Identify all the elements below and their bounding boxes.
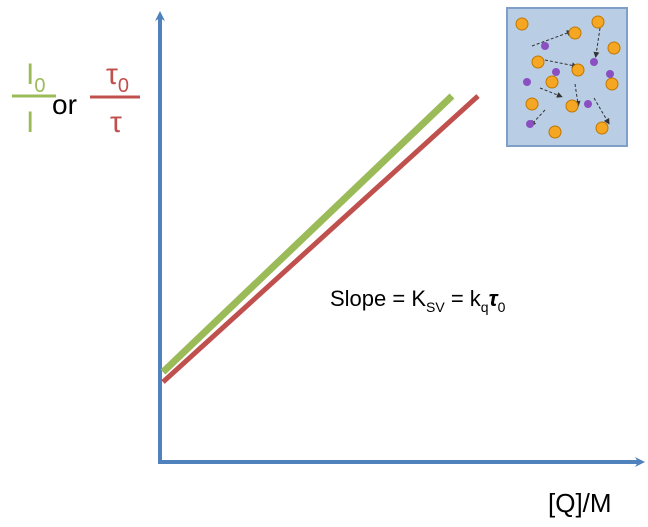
slope-annotation: Slope = KSV = kqτ0 bbox=[330, 286, 506, 315]
intensity-numerator: I0 bbox=[26, 58, 45, 97]
text-part: SV bbox=[426, 299, 445, 315]
text-part: 0 bbox=[118, 75, 129, 97]
diagram: I0 I or τ0 τ Slope = KSV = kqτ0 [Q]/M bbox=[0, 0, 648, 527]
text-part: I bbox=[26, 58, 34, 91]
lifetime-line bbox=[163, 96, 478, 382]
x-axis-label: [Q]/M bbox=[548, 488, 612, 518]
lifetime-numerator: τ0 bbox=[106, 58, 129, 97]
text-part: τ bbox=[106, 58, 118, 91]
lifetime-denominator: τ bbox=[110, 106, 122, 139]
connector: or bbox=[52, 89, 77, 120]
intensity-line bbox=[163, 96, 452, 372]
inset bbox=[507, 8, 627, 146]
text-part: q bbox=[481, 299, 489, 315]
text-part: = k bbox=[445, 286, 482, 311]
intensity-denominator: I bbox=[26, 106, 34, 139]
text-part: 0 bbox=[498, 299, 506, 315]
text-part: 0 bbox=[34, 75, 45, 97]
page: {"y_label": {"intensity_ratio": {"numera… bbox=[0, 0, 648, 527]
text-part: Slope = K bbox=[330, 286, 426, 311]
